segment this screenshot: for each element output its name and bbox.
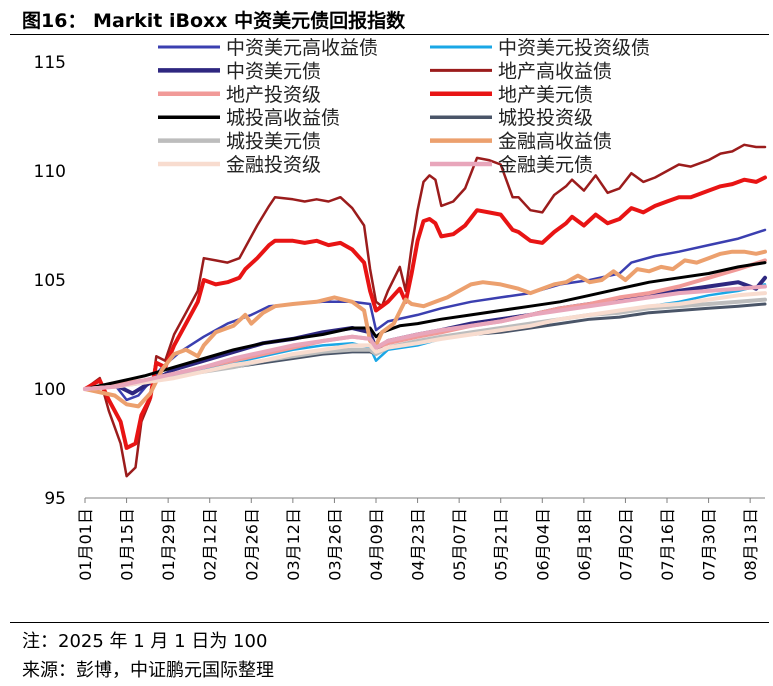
y-tick-label: 105 — [34, 271, 66, 291]
x-tick-label: 04月09日 — [367, 508, 386, 581]
x-tick-label: 06月18日 — [575, 508, 594, 581]
y-tick-label: 115 — [34, 53, 66, 73]
legend-label: 地产投资级 — [226, 84, 321, 106]
x-tick-label: 07月16日 — [658, 508, 677, 581]
series-line — [83, 284, 767, 391]
y-tick-label: 95 — [44, 489, 66, 509]
x-tick-label: 01月15日 — [118, 508, 137, 581]
legend-label: 城投高收益债 — [226, 107, 340, 129]
chart-note: 注：2025 年 1 月 1 日为 100 — [22, 631, 268, 652]
series-line — [83, 249, 767, 409]
legend-label: 中资美元债 — [226, 60, 321, 82]
legend-label: 中资美元投资级债 — [498, 37, 650, 59]
x-tick-label: 02月26日 — [242, 508, 261, 581]
x-tick-label: 07月30日 — [700, 508, 719, 581]
chart-source: 来源：彭博，中证鹏元国际整理 — [22, 660, 274, 681]
x-tick-label: 03月26日 — [325, 508, 344, 581]
legend-label: 中资美元高收益债 — [226, 37, 378, 59]
x-tick-label: 08月13日 — [741, 508, 760, 581]
series-line — [83, 291, 767, 391]
y-tick-label: 100 — [34, 380, 66, 400]
top-rule — [10, 34, 769, 35]
x-tick-label: 05月07日 — [450, 508, 469, 581]
x-tick-label: 05月21日 — [492, 508, 511, 581]
y-axis: 95 100 105 110 115 — [34, 53, 66, 509]
x-tick-label: 01月29日 — [159, 508, 178, 581]
series-line — [83, 261, 767, 391]
legend-label: 城投投资级 — [498, 107, 593, 129]
x-tick-label: 04月23日 — [409, 508, 428, 581]
series-line — [83, 175, 767, 450]
figure-title: 图16： Markit iBoxx 中资美元债回报指数 — [22, 10, 406, 32]
legend-label: 地产高收益债 — [498, 60, 612, 82]
legend-label: 金融投资级 — [226, 154, 321, 176]
x-tick-label: 07月02日 — [616, 508, 635, 581]
bottom-rule — [10, 622, 769, 623]
series-line — [83, 143, 767, 478]
legend-label: 金融美元债 — [498, 154, 593, 176]
legend-label: 地产美元债 — [498, 84, 593, 106]
legend-label: 城投美元债 — [226, 131, 321, 153]
x-tick-label: 01月01日 — [76, 508, 95, 581]
x-axis: 01月01日 01月15日 01月29日 02月12日 02月26日 03月12日 03月2… — [76, 497, 765, 581]
series-lines — [83, 143, 767, 478]
x-tick-label: 06月04日 — [533, 508, 552, 581]
legend-label: 金融高收益债 — [498, 131, 612, 153]
x-tick-label: 02月12日 — [201, 508, 220, 581]
x-tick-label: 03月12日 — [284, 508, 303, 581]
y-tick-label: 110 — [34, 162, 66, 182]
